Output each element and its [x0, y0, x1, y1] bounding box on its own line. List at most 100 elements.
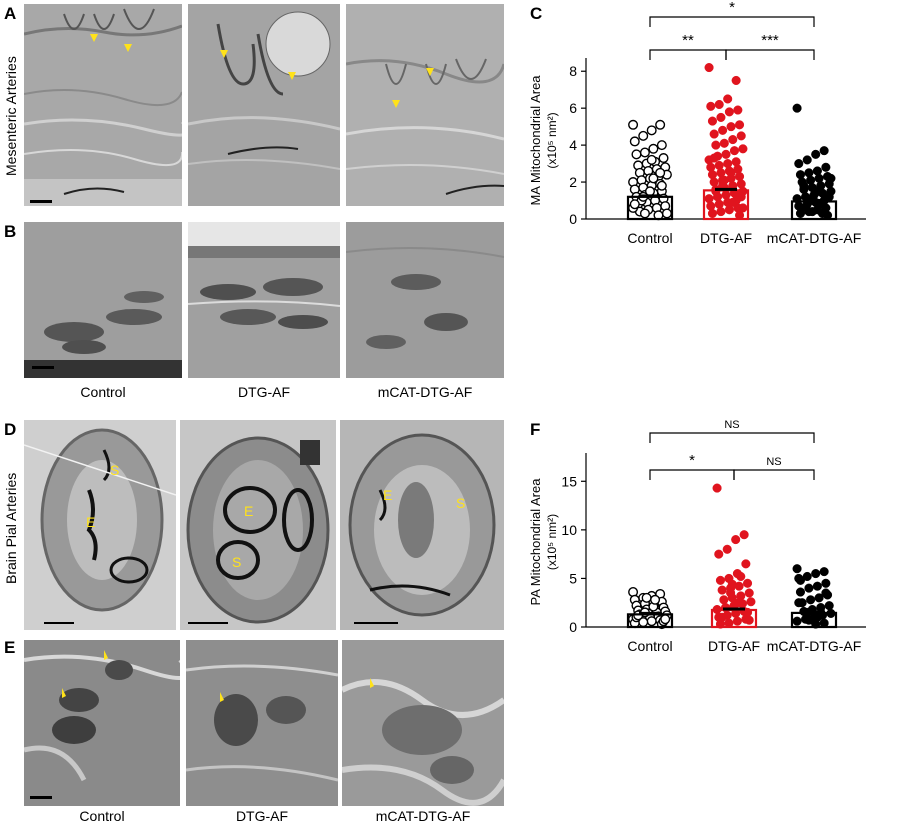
data-point: [648, 173, 659, 184]
significance-bracket: [649, 16, 815, 27]
data-point: [629, 199, 640, 210]
data-point: [732, 616, 742, 626]
data-point: [806, 595, 816, 605]
data-point: [734, 598, 744, 608]
data-point: [727, 579, 737, 589]
data-point: [819, 567, 829, 577]
data-point: [726, 588, 736, 598]
data-point: [638, 130, 649, 141]
em-image-d-dtg-af: E S: [180, 420, 336, 630]
data-point: [812, 612, 822, 622]
row-label-brain-pial-arteries: Brain Pial Arteries: [3, 472, 19, 584]
data-point: [706, 162, 716, 172]
data-point: [821, 162, 831, 172]
em-image-b-mcat-dtg-af: [346, 222, 504, 378]
data-point: [795, 170, 806, 180]
panel-letter-f: F: [530, 420, 541, 439]
svg-text:S: S: [110, 462, 119, 478]
data-point: [721, 190, 731, 200]
data-point: [706, 101, 716, 111]
data-point: [704, 62, 714, 73]
significance-bracket: [649, 432, 815, 443]
y-tick-label: 5: [569, 570, 577, 586]
data-point: [731, 535, 741, 545]
data-point: [716, 112, 726, 122]
significance-bracket: [725, 49, 815, 60]
chart-c-ma-mitochondrial-area: 0 2 4 6 8 MA Mitochondrial Area (x10⁵ nm²) Cont…: [528, 0, 866, 246]
data-point: [736, 179, 746, 189]
data-point: [711, 140, 721, 150]
svg-text:E: E: [86, 514, 95, 530]
data-point: [814, 186, 824, 196]
data-point: [707, 170, 718, 180]
data-point: [704, 194, 714, 204]
panel-letter-b: B: [4, 222, 17, 241]
data-point: [660, 614, 671, 625]
em-image-e-control: [24, 640, 180, 806]
data-point: [812, 166, 822, 176]
y-tick-label: 4: [569, 137, 577, 153]
data-point: [728, 135, 738, 145]
data-point: [714, 199, 724, 209]
data-point: [741, 559, 751, 569]
data-point: [656, 140, 667, 151]
em-image-a-mcat-dtg-af: [346, 4, 504, 206]
x-tick-label: mCAT-DTG-AF: [767, 638, 862, 654]
data-point: [709, 153, 719, 163]
data-point: [706, 201, 716, 211]
data-point: [731, 157, 741, 167]
panel-letter-c: C: [530, 4, 543, 23]
data-point: [812, 581, 822, 591]
data-point: [729, 146, 740, 156]
data-point: [819, 146, 829, 156]
data-point: [646, 125, 657, 136]
data-point: [824, 601, 834, 611]
data-point: [658, 153, 669, 164]
data-point: [821, 578, 831, 588]
y-tick-label: 2: [569, 174, 577, 190]
data-point: [707, 116, 718, 126]
data-point: [824, 192, 834, 202]
condition-label-b-control: Control: [80, 384, 126, 400]
row-label-mesenteric-arteries: Mesenteric Arteries: [3, 56, 19, 176]
y-axis-unit: (x10⁵ nm²): [545, 514, 559, 570]
x-tick-label: mCAT-DTG-AF: [767, 230, 862, 246]
data-point: [709, 129, 719, 139]
significance-bracket: [733, 469, 815, 480]
data-point: [814, 173, 824, 183]
data-point: [655, 119, 666, 130]
data-point: [804, 583, 814, 593]
data-point: [717, 585, 727, 595]
data-point: [736, 571, 746, 582]
data-point: [804, 168, 814, 178]
significance-label: NS: [724, 420, 739, 431]
data-point: [746, 597, 756, 607]
data-point: [826, 173, 836, 183]
significance-bracket: [649, 49, 727, 60]
data-point: [628, 119, 639, 130]
data-point: [802, 155, 812, 165]
significance-label: *: [689, 452, 695, 469]
data-point: [814, 593, 824, 603]
panel-letter-d: D: [4, 420, 17, 439]
data-point: [733, 105, 743, 115]
data-point: [712, 483, 722, 493]
data-point: [717, 612, 727, 622]
x-tick-label: Control: [627, 638, 672, 654]
svg-text:S: S: [456, 495, 465, 511]
data-point: [734, 171, 745, 182]
y-axis-label: MA Mitochondrial Area: [528, 75, 543, 206]
data-point: [709, 177, 719, 187]
y-tick-label: 0: [569, 619, 577, 635]
significance-label: NS: [766, 456, 781, 468]
condition-label-e-mcat-dtg-af: mCAT-DTG-AF: [375, 808, 471, 824]
svg-text:S: S: [232, 554, 241, 570]
data-point: [722, 544, 732, 554]
y-tick-label: 10: [561, 522, 577, 538]
em-image-d-mcat-dtg-af: E S: [340, 420, 504, 630]
data-point: [639, 208, 650, 219]
data-point: [792, 616, 802, 626]
em-image-a-dtg-af: [188, 4, 340, 206]
data-point: [646, 616, 657, 627]
y-tick-label: 0: [569, 211, 577, 227]
